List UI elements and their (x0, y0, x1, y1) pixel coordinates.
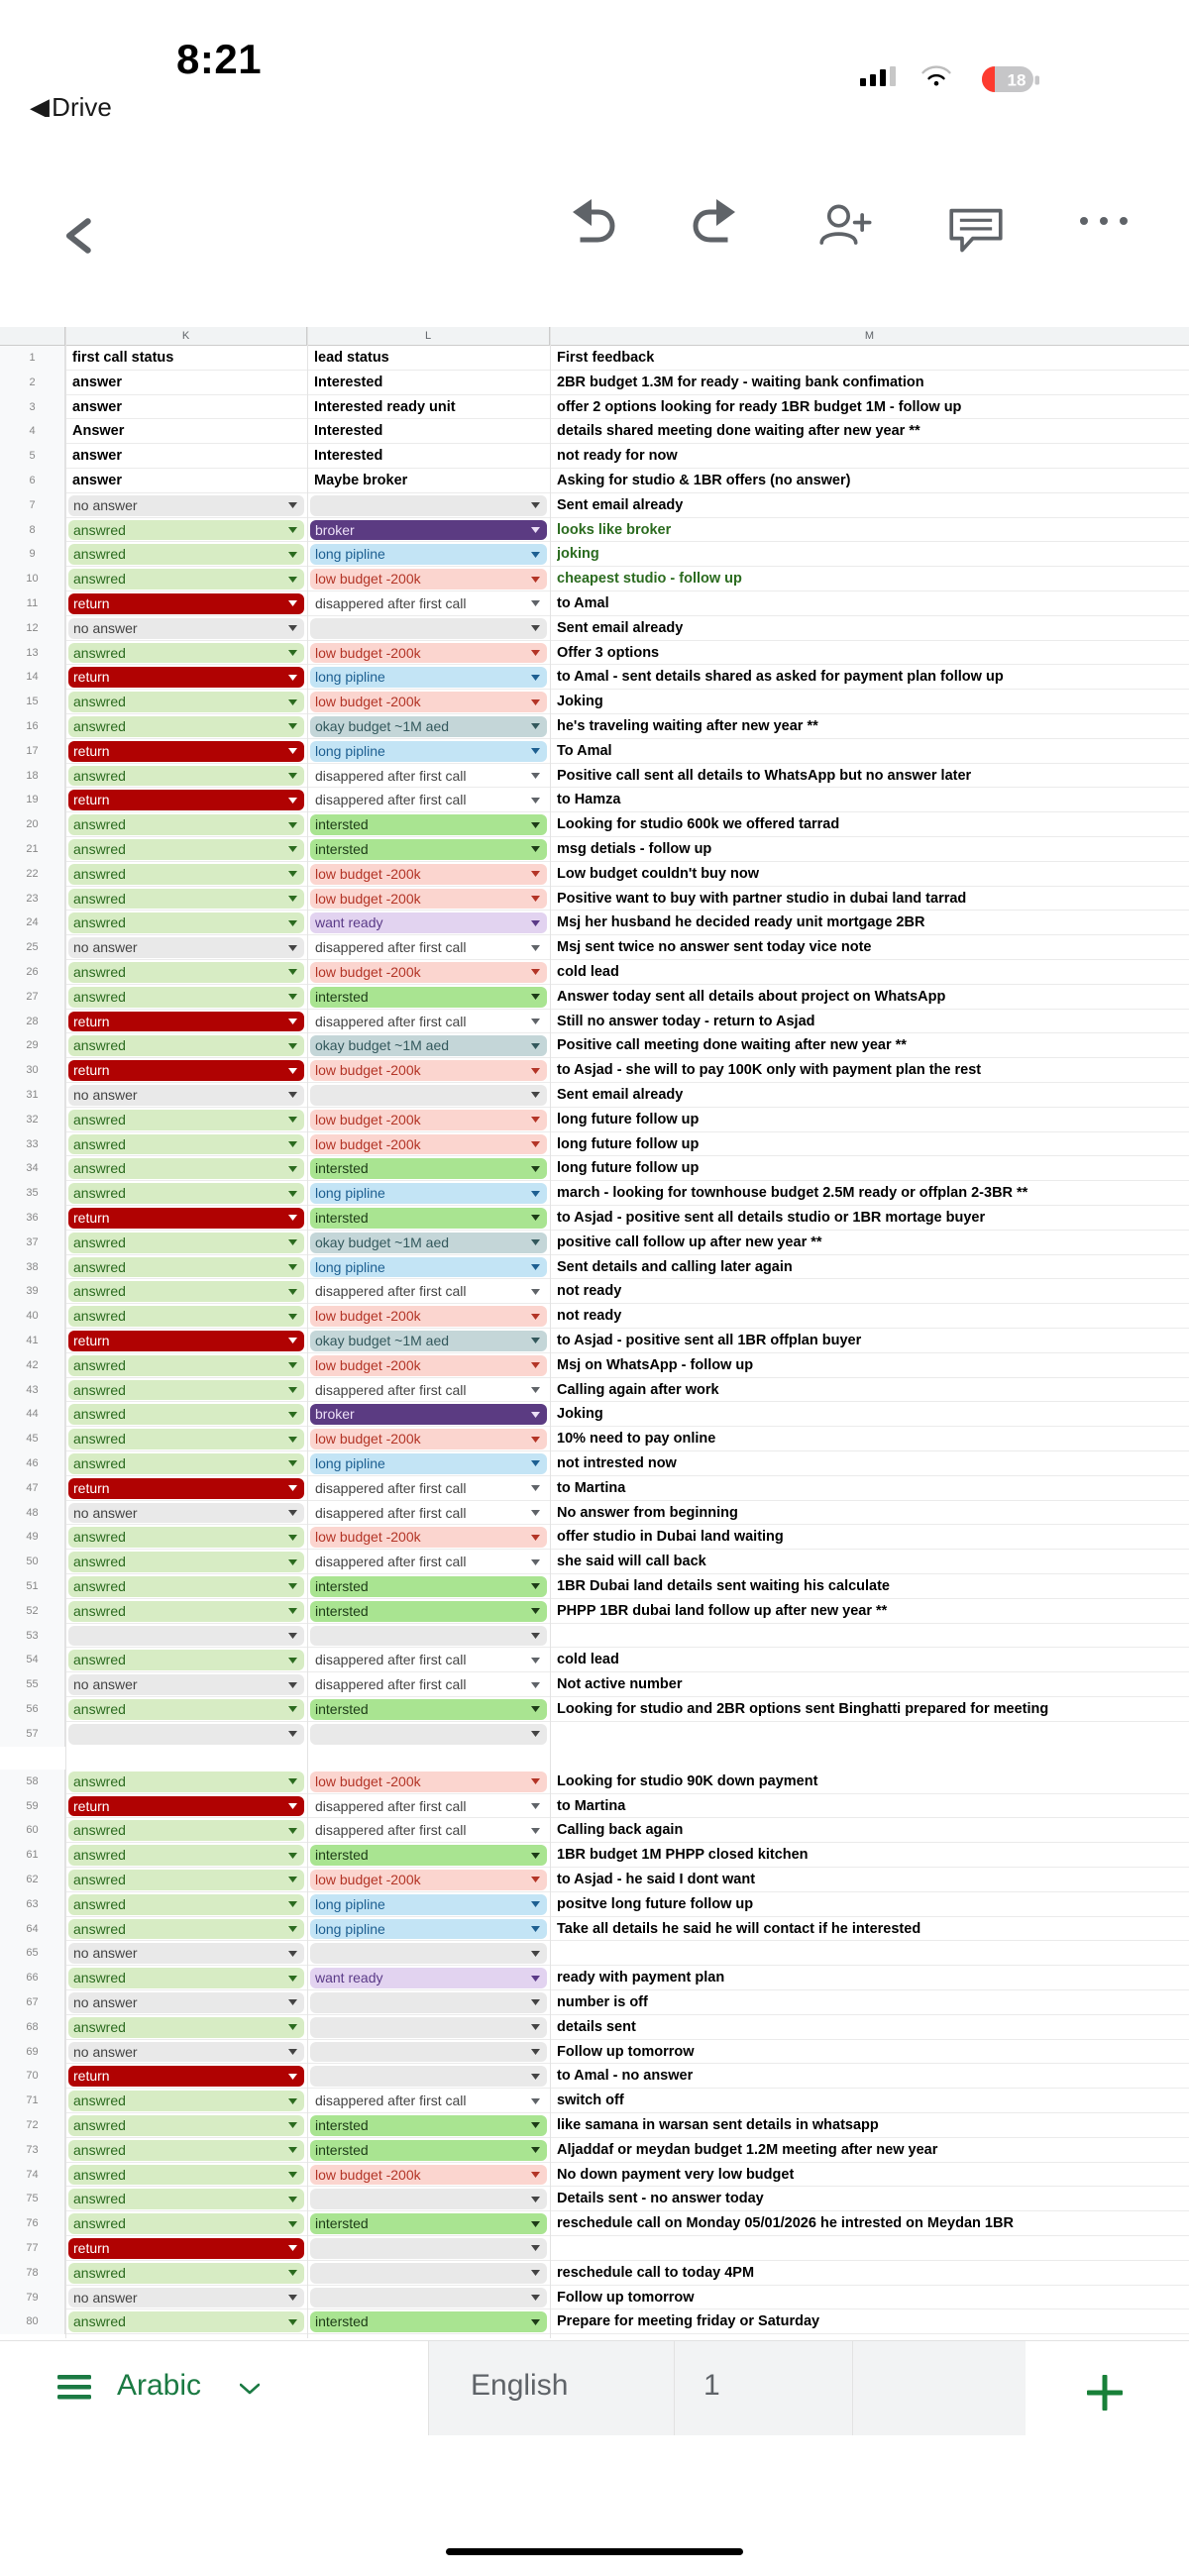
svg-text:18: 18 (1008, 71, 1027, 90)
